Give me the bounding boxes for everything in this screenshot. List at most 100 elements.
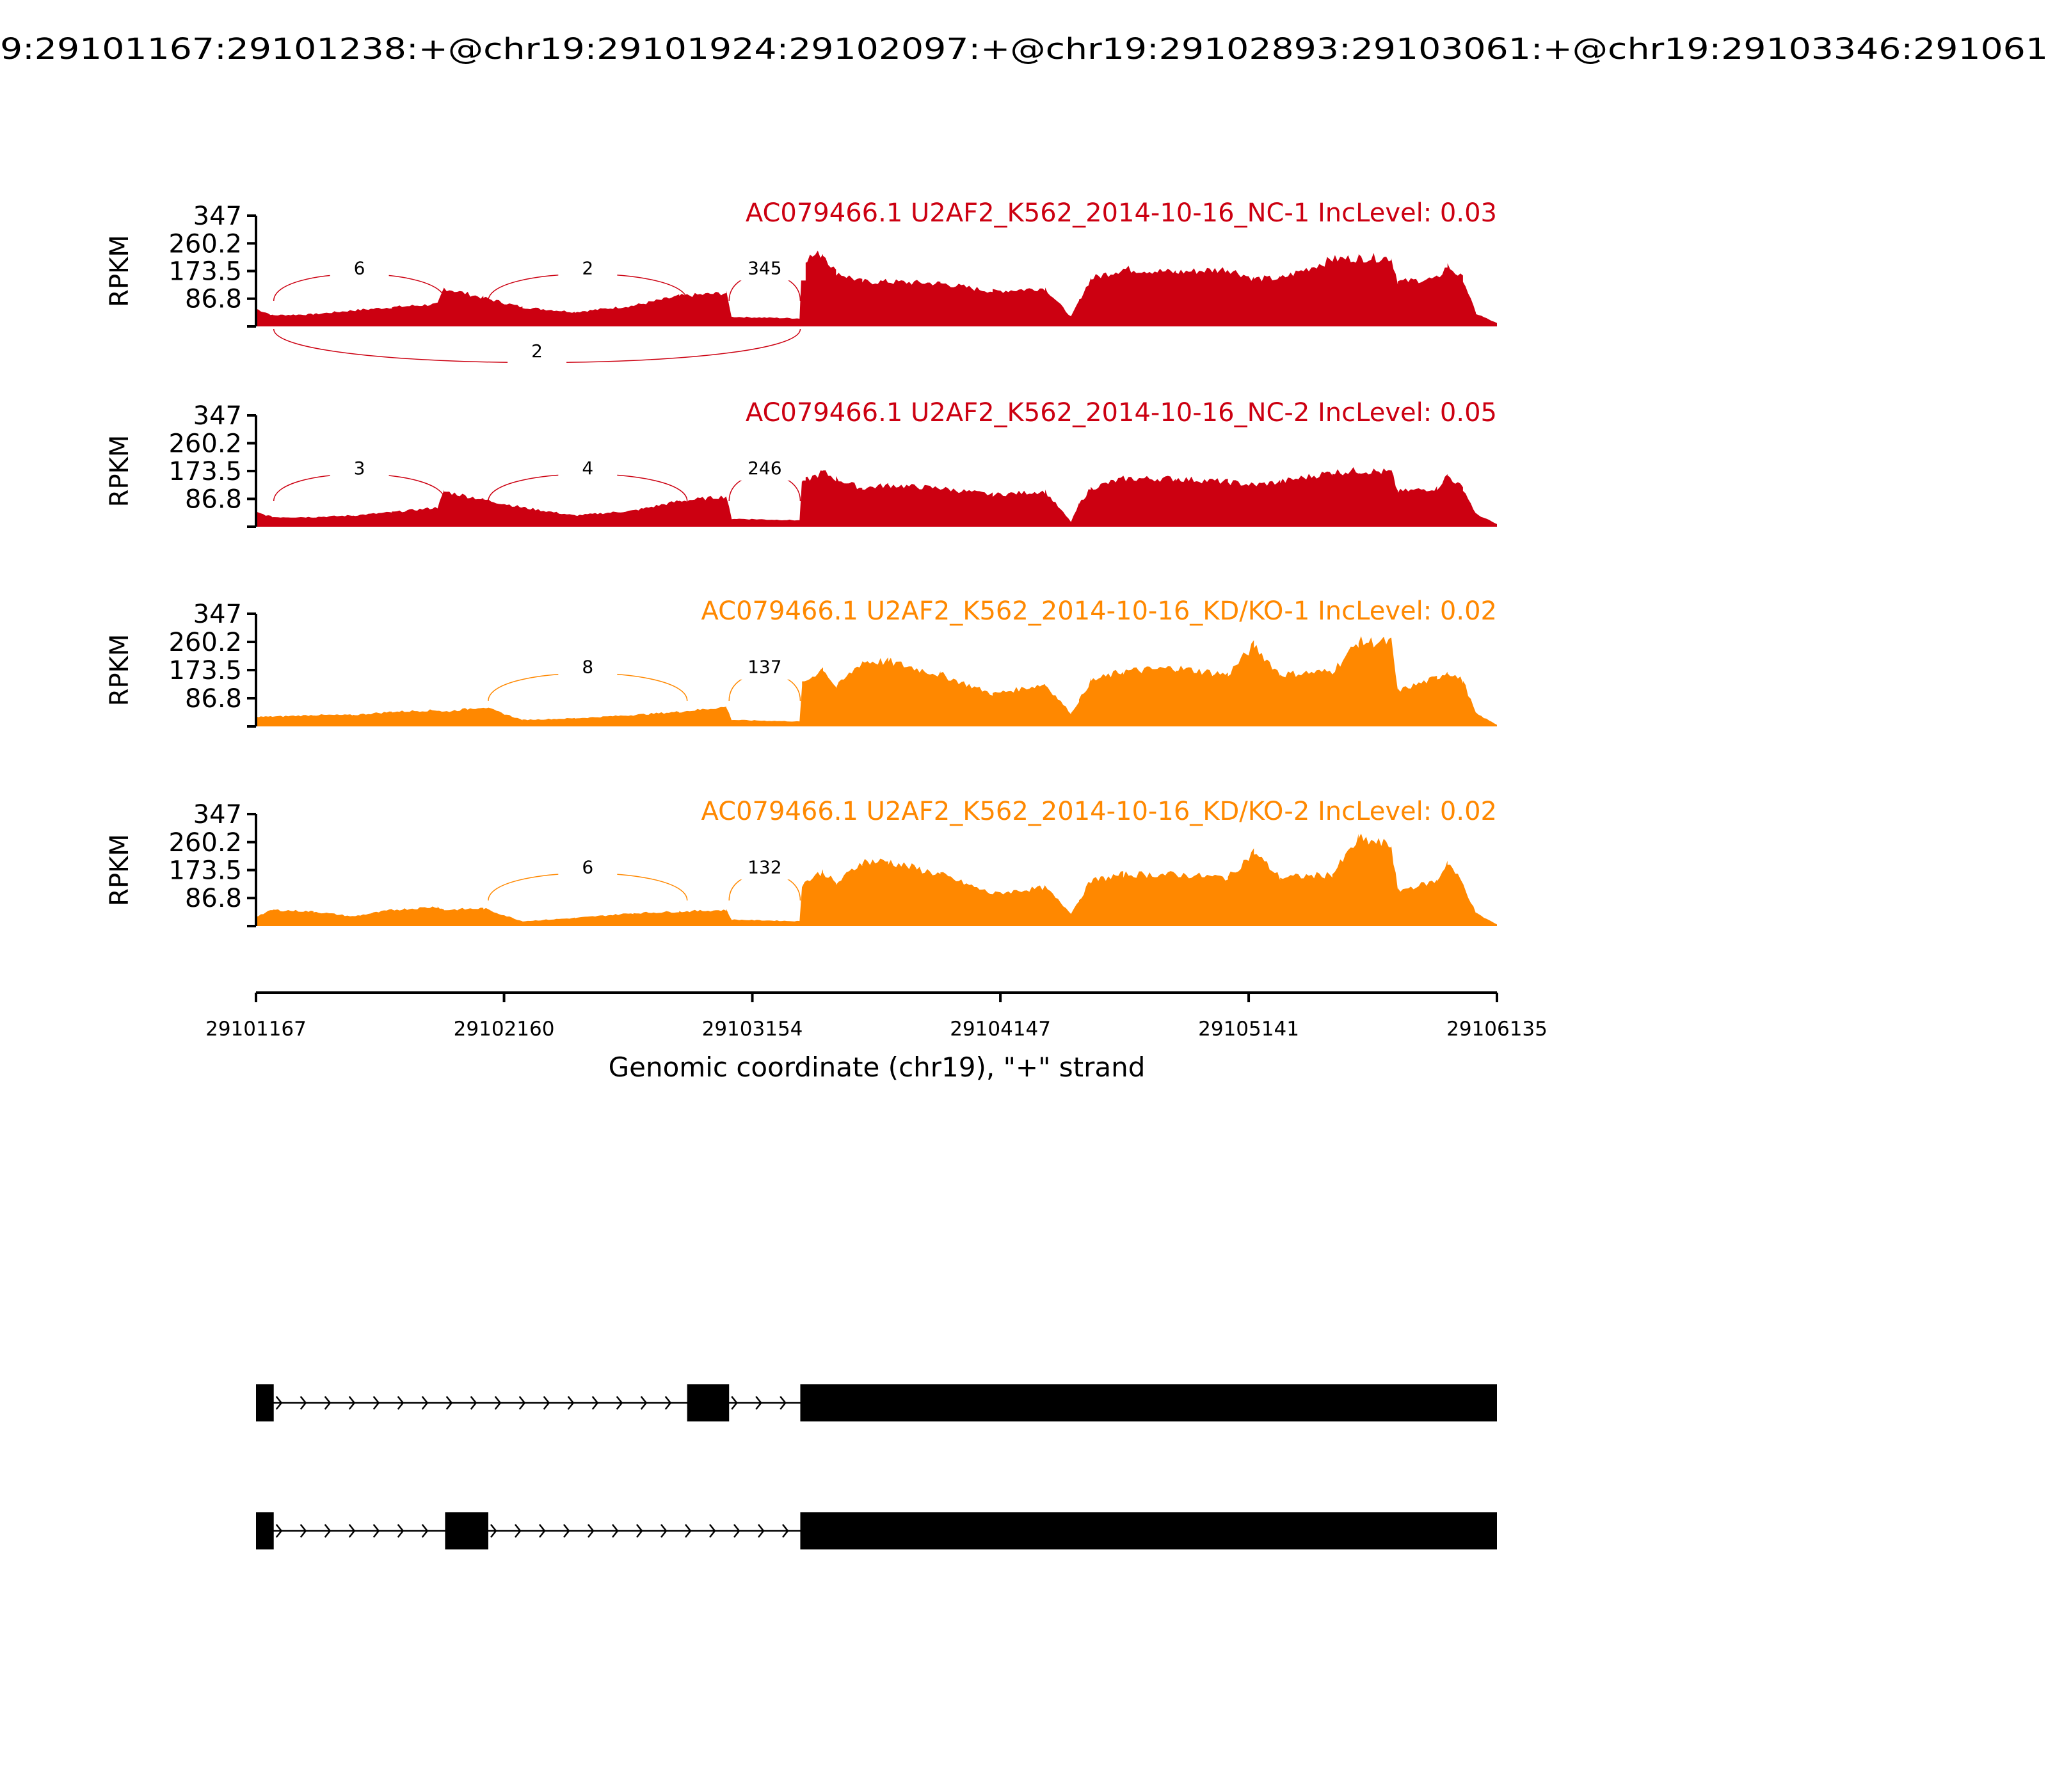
x-axis-label: Genomic coordinate (chr19), "+" strand [609,1052,1146,1083]
strand-arrow-icon [348,1396,356,1410]
y-tick-label: 173.5 [168,656,242,685]
y-tick-label: 86.8 [185,684,242,714]
strand-arrow-icon [591,1396,599,1410]
exon-block [800,1512,1497,1549]
isoform [256,1384,1497,1421]
junction-label-bg [330,255,389,281]
y-axis-label: RPKM [105,834,134,906]
coverage-area [256,250,1497,326]
isoform [256,1512,1497,1549]
y-tick-label: 260.2 [168,229,242,259]
y-axis-label: RPKM [105,634,134,707]
y-tick-label: 173.5 [168,257,242,287]
junction-label-bg [330,454,389,481]
junction-label-bg [558,255,618,281]
strand-arrow-icon [758,1524,765,1538]
coverage-area [256,833,1497,926]
strand-arrow-icon [348,1524,356,1538]
track-title: AC079466.1 U2AF2_K562_2014-10-16_KD/KO-1… [701,596,1497,626]
junction-count-label: 345 [748,257,781,278]
strand-arrow-icon [664,1396,672,1410]
exon-block [800,1384,1497,1421]
x-tick-label: 29105141 [1198,1018,1299,1041]
junction-label-bg [723,454,806,481]
strand-arrow-icon [421,1524,429,1538]
x-axis: 29101167 29102160 29103154 29104147 29105141… [205,991,1548,1041]
y-tick-label: 347 [193,401,242,431]
junction-label-bg [508,338,567,364]
strand-arrow-icon [780,1396,787,1410]
exon-block [256,1512,274,1549]
junction-label-bg [558,854,618,880]
coverage-area [256,467,1497,527]
strand-arrow-icon [660,1524,668,1538]
y-tick-label: 347 [193,600,242,629]
strand-arrow-icon [731,1396,738,1410]
junction-count-label: 137 [748,657,781,678]
strand-arrow-icon [616,1396,623,1410]
junction-count-label: 2 [531,340,543,362]
y-tick-label: 173.5 [168,856,242,886]
x-tick-label: 29103154 [702,1018,803,1041]
y-tick-label: 260.2 [168,628,242,657]
y-tick-label: 86.8 [185,884,242,913]
junction-count-label: 2 [582,257,593,278]
y-tick-label: 347 [193,202,242,231]
strand-arrow-icon [588,1524,595,1538]
strand-arrow-icon [275,1396,283,1410]
strand-arrow-icon [685,1524,692,1538]
strand-arrow-icon [640,1396,648,1410]
strand-arrow-icon [539,1524,546,1538]
strand-arrow-icon [709,1524,716,1538]
exon-block [445,1512,488,1549]
y-tick-label: 260.2 [168,828,242,858]
strand-arrow-icon [490,1524,497,1538]
strand-arrow-icon [275,1524,283,1538]
exon-block [687,1384,730,1421]
strand-arrow-icon [518,1396,526,1410]
strand-arrow-icon [300,1524,307,1538]
exon-block [256,1384,274,1421]
junction-count-label: 3 [354,458,365,479]
strand-arrow-icon [567,1396,575,1410]
strand-arrow-icon [515,1524,522,1538]
strand-arrow-icon [300,1396,307,1410]
x-tick-label: 29101167 [205,1018,307,1041]
strand-arrow-icon [421,1396,429,1410]
x-tick-label: 29102160 [454,1018,555,1041]
strand-arrow-icon [324,1524,332,1538]
junction-count-label: 8 [582,657,593,678]
strand-arrow-icon [733,1524,740,1538]
x-tick-label: 29106135 [1446,1018,1548,1041]
junction-label-bg [723,653,806,680]
y-tick-label: 173.5 [168,457,242,486]
junction-label-bg [723,255,806,281]
y-tick-label: 86.8 [185,484,242,514]
y-tick-label: 347 [193,800,242,829]
strand-arrow-icon [397,1524,404,1538]
chart-title: 9:29101167:29101238:+@chr19:29101924:291… [0,32,2048,66]
strand-arrow-icon [470,1396,477,1410]
strand-arrow-icon [494,1396,502,1410]
strand-arrow-icon [563,1524,570,1538]
junction-count-label: 6 [582,856,593,877]
strand-arrow-icon [636,1524,643,1538]
junction-label-bg [558,653,618,680]
strand-arrow-icon [445,1396,453,1410]
junction-count-label: 246 [748,458,781,479]
strand-arrow-icon [612,1524,619,1538]
junction-label-bg [723,854,806,880]
x-tick-label: 29104147 [950,1018,1051,1041]
y-tick-label: 260.2 [168,429,242,459]
track-title: AC079466.1 U2AF2_K562_2014-10-16_KD/KO-2… [701,797,1497,826]
strand-arrow-icon [782,1524,789,1538]
track-title: AC079466.1 U2AF2_K562_2014-10-16_NC-1 In… [746,198,1497,228]
track-title: AC079466.1 U2AF2_K562_2014-10-16_NC-2 In… [746,398,1497,428]
strand-arrow-icon [755,1396,762,1410]
gene-models [256,1384,1497,1549]
junction-count-label: 4 [582,458,593,479]
